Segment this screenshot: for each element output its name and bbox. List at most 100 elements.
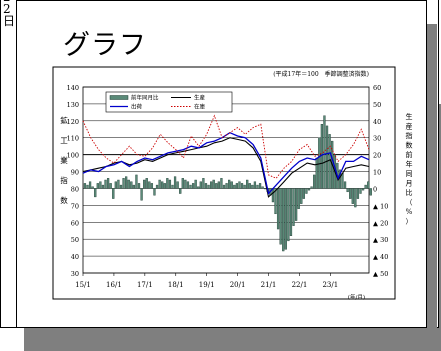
yoy-bar bbox=[132, 184, 135, 189]
yoy-bar bbox=[176, 181, 179, 189]
yoy-bar bbox=[307, 188, 311, 191]
y-right-tick-label: ▲ 10 bbox=[373, 202, 388, 210]
x-tick-label: 23/1 bbox=[322, 281, 338, 289]
yoy-bar bbox=[233, 184, 236, 189]
yoy-bar bbox=[261, 186, 264, 189]
yoy-bar bbox=[361, 188, 365, 191]
yoy-bar bbox=[145, 178, 148, 189]
chart: 30 ▲ 50 40 ▲ 40 50 ▲ 30 60 ▲ 20 70 ▲ 10 80 0 90 10 100… bbox=[52, 66, 413, 301]
legend-label-shipments: 出荷 bbox=[131, 103, 143, 111]
y-right-tick-label: ▲ 20 bbox=[373, 219, 388, 227]
yoy-bar bbox=[240, 183, 244, 189]
x-tick-label: 20/1 bbox=[230, 281, 246, 289]
back-page-line: 2 bbox=[3, 0, 15, 3]
yoy-bar bbox=[354, 188, 357, 208]
yoy-bar bbox=[94, 188, 97, 198]
y-right-axis-label: 数 bbox=[406, 141, 413, 150]
yoy-bar bbox=[302, 188, 305, 199]
back-page-text: 2 2 日 bbox=[3, 0, 15, 27]
yoy-bar bbox=[222, 184, 226, 189]
y-right-axis-label: 前 bbox=[406, 150, 413, 159]
x-unit-label: (年/月) bbox=[348, 293, 365, 301]
yoy-bar bbox=[104, 179, 107, 189]
y-left-tick-label: 90 bbox=[71, 169, 79, 177]
y-right-tick-label: ▲ 40 bbox=[373, 253, 388, 261]
yoy-bar bbox=[243, 184, 246, 189]
yoy-bar bbox=[287, 188, 290, 242]
yoy-bar bbox=[143, 179, 146, 189]
y-left-tick-label: 100 bbox=[67, 152, 79, 160]
series-line bbox=[82, 137, 370, 198]
yoy-bar bbox=[212, 179, 215, 189]
yoy-bar bbox=[367, 181, 370, 189]
legend-box bbox=[105, 91, 233, 113]
yoy-bar bbox=[96, 183, 99, 189]
y-left-tick-label: 80 bbox=[71, 185, 79, 193]
y-left-axis-label: 業 bbox=[60, 155, 68, 165]
yoy-bar bbox=[253, 181, 257, 189]
y-right-tick-label: 20 bbox=[373, 152, 381, 160]
legend-label-yoy: 前年同月比 bbox=[131, 94, 159, 102]
yoy-bar bbox=[117, 179, 120, 189]
yoy-bar bbox=[258, 183, 262, 189]
page-title: グラフ bbox=[63, 30, 147, 61]
legend-swatch-yoy bbox=[109, 95, 129, 100]
yoy-bar bbox=[137, 183, 141, 189]
y-left-axis-label: 指 bbox=[60, 175, 68, 185]
y-left-tick-label: 60 bbox=[71, 219, 79, 227]
y-left-tick-label: 120 bbox=[67, 118, 79, 126]
y-right-axis-label: 年 bbox=[406, 160, 413, 169]
y-left-tick-label: 40 bbox=[71, 253, 79, 261]
yoy-bar bbox=[101, 184, 105, 189]
y-left-axis-label: 数 bbox=[60, 195, 68, 205]
back-page-line: 日 bbox=[3, 14, 16, 28]
y-right-axis-label: % bbox=[406, 208, 413, 216]
yoy-bar bbox=[168, 179, 172, 189]
y-left-tick-label: 70 bbox=[71, 202, 79, 210]
yoy-bar bbox=[88, 181, 92, 189]
yoy-bar bbox=[359, 188, 362, 194]
y-left-tick-label: 110 bbox=[67, 135, 79, 143]
y-left-tick-label: 50 bbox=[71, 236, 79, 244]
y-right-tick-label: 60 bbox=[373, 84, 381, 92]
yoy-bar bbox=[282, 188, 285, 252]
yoy-bar bbox=[217, 181, 220, 189]
yoy-bar bbox=[230, 181, 233, 189]
yoy-bar bbox=[235, 183, 239, 189]
yoy-bar bbox=[125, 176, 128, 189]
yoy-bar bbox=[166, 178, 169, 189]
yoy-bar bbox=[369, 188, 372, 196]
yoy-bar bbox=[207, 184, 210, 189]
yoy-bar bbox=[181, 178, 184, 189]
yoy-bar bbox=[109, 183, 112, 189]
y-left-axis-label: 工 bbox=[60, 136, 68, 145]
legend-label-inventory: 在庫 bbox=[194, 103, 206, 111]
yoy-bar bbox=[351, 188, 354, 204]
y-right-axis-label: 産 bbox=[406, 122, 413, 131]
x-tick-label: 15/1 bbox=[75, 281, 91, 289]
yoy-bar bbox=[106, 178, 110, 189]
yoy-bar bbox=[297, 188, 300, 209]
yoy-bar bbox=[271, 188, 275, 203]
yoy-bar bbox=[276, 188, 280, 230]
yoy-bar bbox=[318, 137, 321, 189]
yoy-bar bbox=[130, 181, 133, 189]
yoy-bar bbox=[204, 183, 208, 189]
yoy-bar bbox=[83, 183, 87, 189]
chart-frame bbox=[52, 66, 396, 300]
yoy-bar bbox=[325, 125, 329, 189]
yoy-bar bbox=[289, 188, 293, 236]
y-right-axis-label: 生 bbox=[406, 112, 413, 121]
yoy-bar bbox=[179, 188, 182, 194]
yoy-bar bbox=[210, 181, 213, 189]
yoy-bar bbox=[186, 181, 190, 189]
y-left-tick-label: 140 bbox=[67, 84, 79, 92]
yoy-bar bbox=[305, 188, 308, 194]
y-left-tick-label: 30 bbox=[71, 270, 79, 278]
y-left-tick-label: 130 bbox=[67, 101, 79, 109]
yoy-bar bbox=[99, 181, 102, 189]
yoy-bar bbox=[135, 174, 138, 189]
yoy-bar bbox=[251, 184, 254, 189]
yoy-bar bbox=[356, 188, 360, 199]
yoy-bar bbox=[341, 173, 344, 189]
